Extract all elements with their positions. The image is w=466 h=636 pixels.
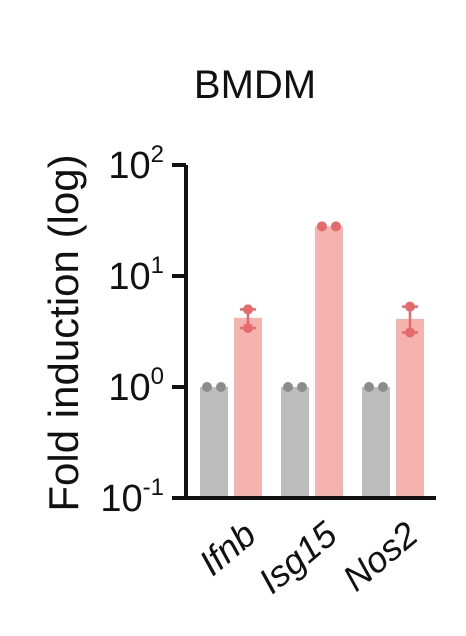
category-label-nos2: Nos2 [335, 513, 426, 598]
y-tick-label-3: 102 [108, 141, 164, 187]
bar-isg15-series-2 [315, 226, 343, 498]
data-point-isg15-2-2 [331, 221, 341, 231]
bar-nos2-series-1 [362, 387, 390, 498]
data-point-ifnb-2-2 [243, 323, 253, 333]
data-point-isg15-2-1 [317, 221, 327, 231]
data-point-ifnb-2-1 [243, 304, 253, 314]
bar-isg15-series-1 [281, 387, 309, 498]
bar-ifnb-series-2 [234, 318, 262, 498]
data-point-isg15-1-1 [283, 382, 293, 392]
data-point-nos2-1-1 [364, 382, 374, 392]
data-point-nos2-2-2 [405, 327, 415, 337]
y-tick-label-1: 100 [108, 363, 164, 409]
y-tick-label-0: 10-1 [100, 474, 164, 520]
category-label-isg15: Isg15 [251, 513, 346, 602]
bar-ifnb-series-1 [200, 387, 228, 498]
bar-nos2-series-2 [396, 319, 424, 498]
bars-group [200, 221, 424, 498]
y-axis-ticks: 10-1 100 101 102 [100, 141, 186, 520]
y-tick-label-2: 101 [108, 252, 164, 298]
data-point-ifnb-1-2 [216, 382, 226, 392]
data-point-isg15-1-2 [297, 382, 307, 392]
chart-title: BMDM [194, 63, 316, 107]
y-axis-label: Fold induction (log) [40, 154, 87, 511]
data-point-nos2-2-1 [405, 302, 415, 312]
data-point-nos2-1-2 [378, 382, 388, 392]
data-point-ifnb-1-1 [202, 382, 212, 392]
